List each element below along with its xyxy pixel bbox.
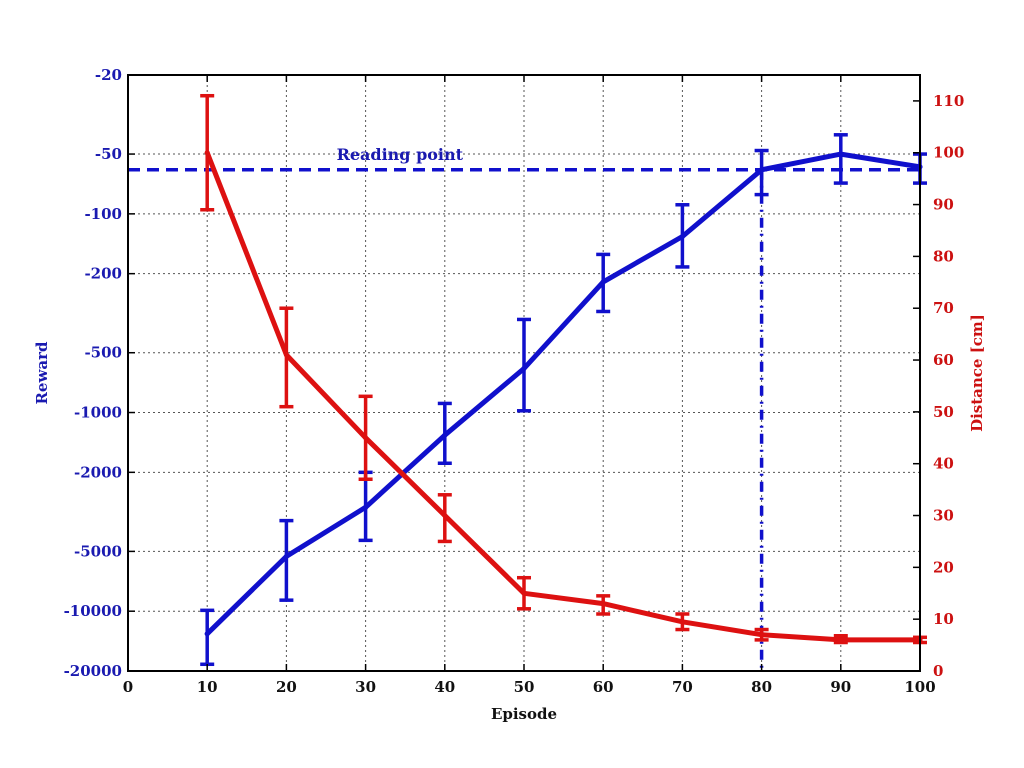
right-y-tick-label: 30 (933, 507, 954, 525)
left-y-tick-label: -20000 (64, 662, 122, 680)
reward-line (204, 151, 923, 637)
right-y-tick-label: 110 (933, 92, 964, 110)
tick-marks (127, 74, 921, 672)
reward-error-bar (675, 203, 690, 269)
distance-error-bar (596, 594, 611, 616)
x-tick-label: 60 (593, 678, 614, 696)
reward-point (442, 432, 448, 438)
distance-point (600, 601, 606, 607)
distance-error-bar (358, 394, 373, 481)
reward-point (838, 151, 844, 157)
distance-point (838, 637, 844, 643)
left-y-tick-label: -200 (84, 265, 122, 283)
left-y-tick-label: -20 (95, 66, 122, 84)
reward-point (600, 279, 606, 285)
x-tick-label: 40 (434, 678, 455, 696)
x-tick-label: 20 (276, 678, 297, 696)
left-y-tick-label: -10000 (64, 602, 122, 620)
reward-error-bar (200, 608, 215, 667)
left-y-tick-label: -2000 (74, 463, 122, 481)
reward-error-bar (833, 133, 848, 185)
reward-error-bar (358, 470, 373, 543)
distance-error-bar (517, 575, 531, 611)
reward-point (204, 631, 210, 637)
x-tick-label: 100 (904, 678, 935, 696)
reward-point (521, 365, 527, 371)
distance-point (283, 352, 289, 358)
x-tick-label: 80 (751, 678, 772, 696)
left-y-tick-label: -100 (84, 205, 122, 223)
x-tick-label: 0 (123, 678, 133, 696)
distance-point (363, 435, 369, 441)
x-tick-label: 50 (514, 678, 535, 696)
right-y-tick-label: 100 (933, 144, 964, 162)
reward-point (283, 553, 289, 559)
distance-line (204, 150, 923, 643)
right-y-tick-label: 80 (933, 247, 954, 265)
reward-error-bar (754, 148, 769, 197)
distance-error-bar (833, 634, 848, 645)
reward-error-bar (279, 518, 294, 602)
reading-point-label: Reading point (337, 145, 464, 164)
distance-point (442, 513, 448, 519)
reading-point-crosshair (128, 168, 920, 671)
distance-point (679, 619, 685, 625)
x-axis-label: Episode (491, 705, 557, 723)
reward-point (363, 504, 369, 510)
left-y-tick-label: -500 (84, 344, 122, 362)
series-group (200, 93, 927, 667)
left-y-tick-label: -5000 (74, 542, 122, 560)
distance-error-bar (675, 612, 690, 632)
right-y-tick-label: 70 (933, 299, 954, 317)
left-y-axis-label: Reward (33, 341, 51, 405)
right-y-tick-label: 0 (933, 662, 943, 680)
distance-error-bar (437, 493, 452, 544)
reward-point (679, 233, 685, 239)
left-y-tick-label: -50 (95, 145, 122, 163)
reward-error-bar (517, 317, 531, 413)
x-tick-label: 70 (672, 678, 693, 696)
reward-series (200, 133, 927, 667)
left-y-tick-label: -1000 (74, 404, 122, 422)
distance-error-bar (200, 93, 215, 212)
tick-labels: 0 10 20 30 40 50 60 70 80 90 100-20-50-100-200-500… (64, 66, 965, 696)
right-y-tick-label: 10 (933, 610, 954, 628)
right-y-tick-label: 60 (933, 351, 954, 369)
right-y-axis-label: Distance [cm] (968, 314, 986, 432)
right-y-tick-label: 90 (933, 196, 954, 214)
right-y-tick-label: 40 (933, 455, 954, 473)
distance-error-bar (279, 306, 294, 409)
x-tick-label: 30 (355, 678, 376, 696)
x-tick-label: 10 (197, 678, 218, 696)
x-tick-label: 90 (830, 678, 851, 696)
distance-series (200, 93, 927, 645)
right-y-tick-label: 20 (933, 558, 954, 576)
distance-point (521, 590, 527, 596)
distance-error-bar (754, 627, 769, 642)
reward-error-bar (437, 401, 452, 465)
reward-error-bar (596, 252, 611, 314)
distance-point (759, 632, 765, 638)
distance-point (204, 150, 210, 156)
reward-point (759, 167, 765, 173)
right-y-tick-label: 50 (933, 403, 954, 421)
